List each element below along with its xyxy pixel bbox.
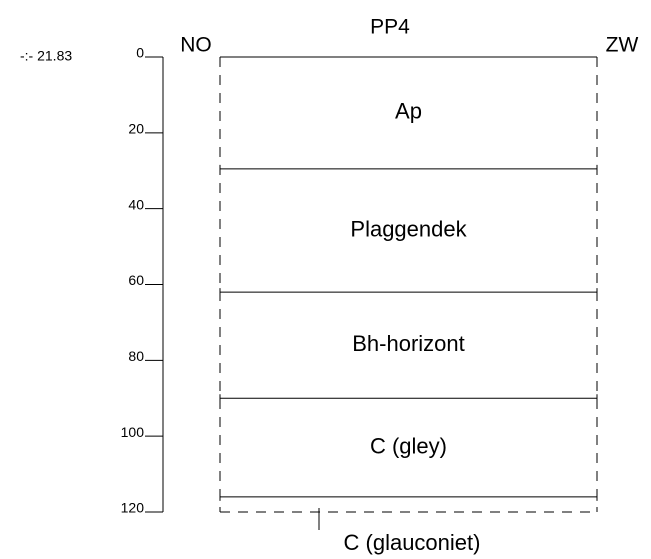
right-direction: ZW [606, 34, 639, 57]
depth-tick-label: 80 [128, 348, 144, 364]
profile-title: PP4 [370, 16, 410, 39]
depth-tick-label: 100 [121, 424, 145, 440]
horizon-label: Plaggendek [350, 216, 467, 241]
depth-tick-label: 60 [128, 272, 144, 288]
below-label: C (glauconiet) [344, 530, 481, 555]
depth-tick-label: 0 [136, 45, 144, 61]
horizon-label: Ap [395, 99, 422, 124]
left-direction: NO [180, 34, 212, 57]
horizon-label: Bh-horizont [352, 331, 465, 356]
horizon-label: C (gley) [370, 433, 447, 458]
depth-tick-label: 120 [121, 500, 145, 516]
depth-tick-label: 40 [128, 196, 144, 212]
elevation-label: -:- 21.83 [20, 48, 72, 64]
depth-tick-label: 20 [128, 121, 144, 137]
